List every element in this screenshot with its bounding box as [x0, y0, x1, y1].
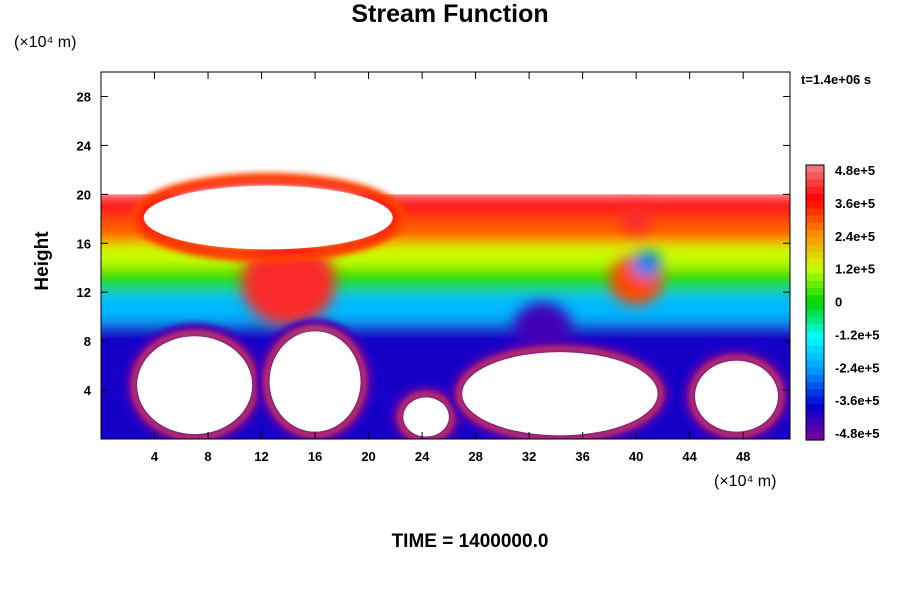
x-tick-label: 12 — [254, 449, 268, 464]
region-halo — [390, 384, 462, 439]
blanked-region — [143, 185, 393, 250]
colorbar-swatch — [806, 411, 824, 419]
region-ring — [689, 355, 784, 438]
colorbar-label: 3.6e+5 — [835, 196, 875, 211]
x-tick-label: 32 — [522, 449, 536, 464]
plot-frame — [100, 71, 791, 440]
colorbar-label: -1.2e+5 — [835, 327, 879, 342]
colorbar-swatch — [806, 259, 824, 267]
colorbar-swatch — [806, 179, 824, 188]
time-annotation: t=1.4e+06 s — [801, 72, 872, 87]
region-halo — [130, 172, 406, 263]
colorbar-swatch — [806, 353, 824, 361]
colorbar-label: -3.6e+5 — [835, 393, 879, 408]
colorbar-swatch — [806, 425, 824, 434]
region-ring — [138, 180, 399, 255]
blanked-region — [137, 336, 253, 435]
colorbar-swatch — [806, 251, 824, 260]
x-tick-label: 16 — [308, 449, 322, 464]
blanked-region — [695, 360, 778, 432]
colorbar-swatch — [806, 295, 824, 304]
colorbar-swatch — [806, 266, 824, 275]
colorbar-swatch — [806, 193, 824, 202]
y-axis-ticks: 4 8 12 16 20 24 28 — [77, 89, 790, 398]
colorbar-swatch — [806, 324, 824, 333]
y-tick-label: 8 — [84, 334, 91, 349]
x-tick-label: 24 — [415, 449, 430, 464]
colorbar-swatch — [806, 165, 824, 173]
colorbar-swatch — [806, 432, 824, 441]
x-tick-label: 40 — [629, 449, 643, 464]
colorbar-swatch — [806, 309, 824, 318]
colorbar-swatch — [806, 382, 824, 390]
colorbar-frame — [805, 164, 825, 441]
colorbar: 4.8e+5 3.6e+5 2.4e+5 1.2e+5 0 -1.2e+5 -2.4e+5 -… — [805, 163, 879, 441]
x-tick-label: 4 — [151, 449, 159, 464]
region-halo — [449, 339, 671, 439]
x-tick-label: 36 — [575, 449, 589, 464]
x-tick-label: 8 — [204, 449, 211, 464]
colorbar-swatch — [806, 222, 824, 231]
y-tick-label: 4 — [84, 383, 92, 398]
colorbar-label: 1.2e+5 — [835, 262, 875, 277]
colorbar-swatch — [806, 237, 824, 246]
x-tick-label: 48 — [736, 449, 750, 464]
chart-title: Stream Function — [351, 0, 549, 28]
y-tick-label: 16 — [77, 236, 91, 251]
colorbar-swatch — [806, 331, 824, 340]
colorbar-swatch — [806, 201, 824, 210]
colorbar-swatch — [806, 208, 824, 217]
y-tick-label: 24 — [77, 138, 92, 153]
colorbar-swatch — [806, 338, 824, 347]
colorbar-swatch — [806, 389, 824, 398]
x-axis-unit: (×10⁴ m) — [714, 473, 777, 490]
x-tick-label: 20 — [361, 449, 375, 464]
colorbar-label: 4.8e+5 — [835, 163, 875, 178]
region-ring — [131, 330, 258, 439]
y-tick-label: 28 — [77, 89, 91, 104]
colorbar-label: 2.4e+5 — [835, 229, 875, 244]
y-tick-label: 12 — [77, 285, 91, 300]
colorbar-swatch — [806, 345, 824, 354]
blanked-region — [269, 331, 361, 432]
region-ring — [456, 346, 664, 439]
x-tick-label: 44 — [682, 449, 697, 464]
y-axis-unit: (×10⁴ m) — [14, 34, 77, 51]
colorbar-swatch — [806, 273, 824, 282]
colorbar-swatch — [806, 280, 824, 289]
blanked-region — [403, 397, 449, 437]
positive-cell — [620, 204, 653, 234]
colorbar-swatch — [806, 418, 824, 427]
region-halo — [256, 318, 374, 439]
region-halo — [682, 347, 790, 439]
colorbar-swatch — [806, 186, 824, 195]
colorbar-label: -4.8e+5 — [835, 426, 879, 441]
colorbar-swatch — [806, 244, 824, 253]
x-axis-ticks: 4 8 12 16 20 24 28 32 36 40 44 48 — [151, 72, 750, 464]
colorbar-swatch — [806, 172, 824, 181]
field-top-mask — [101, 72, 790, 195]
colorbar-swatch — [806, 316, 824, 325]
colorbar-swatch — [806, 367, 824, 376]
colorbar-swatch — [806, 215, 824, 224]
colorbar-label: 0 — [835, 295, 842, 310]
colorbar-swatch — [806, 288, 824, 296]
colorbar-swatch — [806, 230, 824, 238]
colorbar-swatch — [806, 403, 824, 412]
colorbar-swatch — [806, 360, 824, 369]
x-tick-label: 28 — [468, 449, 482, 464]
footer-time: TIME = 1400000.0 — [391, 531, 549, 552]
colorbar-swatch — [806, 302, 824, 311]
region-ring — [397, 391, 455, 439]
colorbar-swatch — [806, 396, 824, 405]
colorbar-label: -2.4e+5 — [835, 360, 879, 375]
colorbar-swatch — [806, 374, 824, 383]
blanked-region — [462, 352, 658, 436]
negative-cell — [632, 250, 662, 278]
y-tick-label: 20 — [77, 187, 91, 202]
blanked-regions — [124, 172, 790, 439]
